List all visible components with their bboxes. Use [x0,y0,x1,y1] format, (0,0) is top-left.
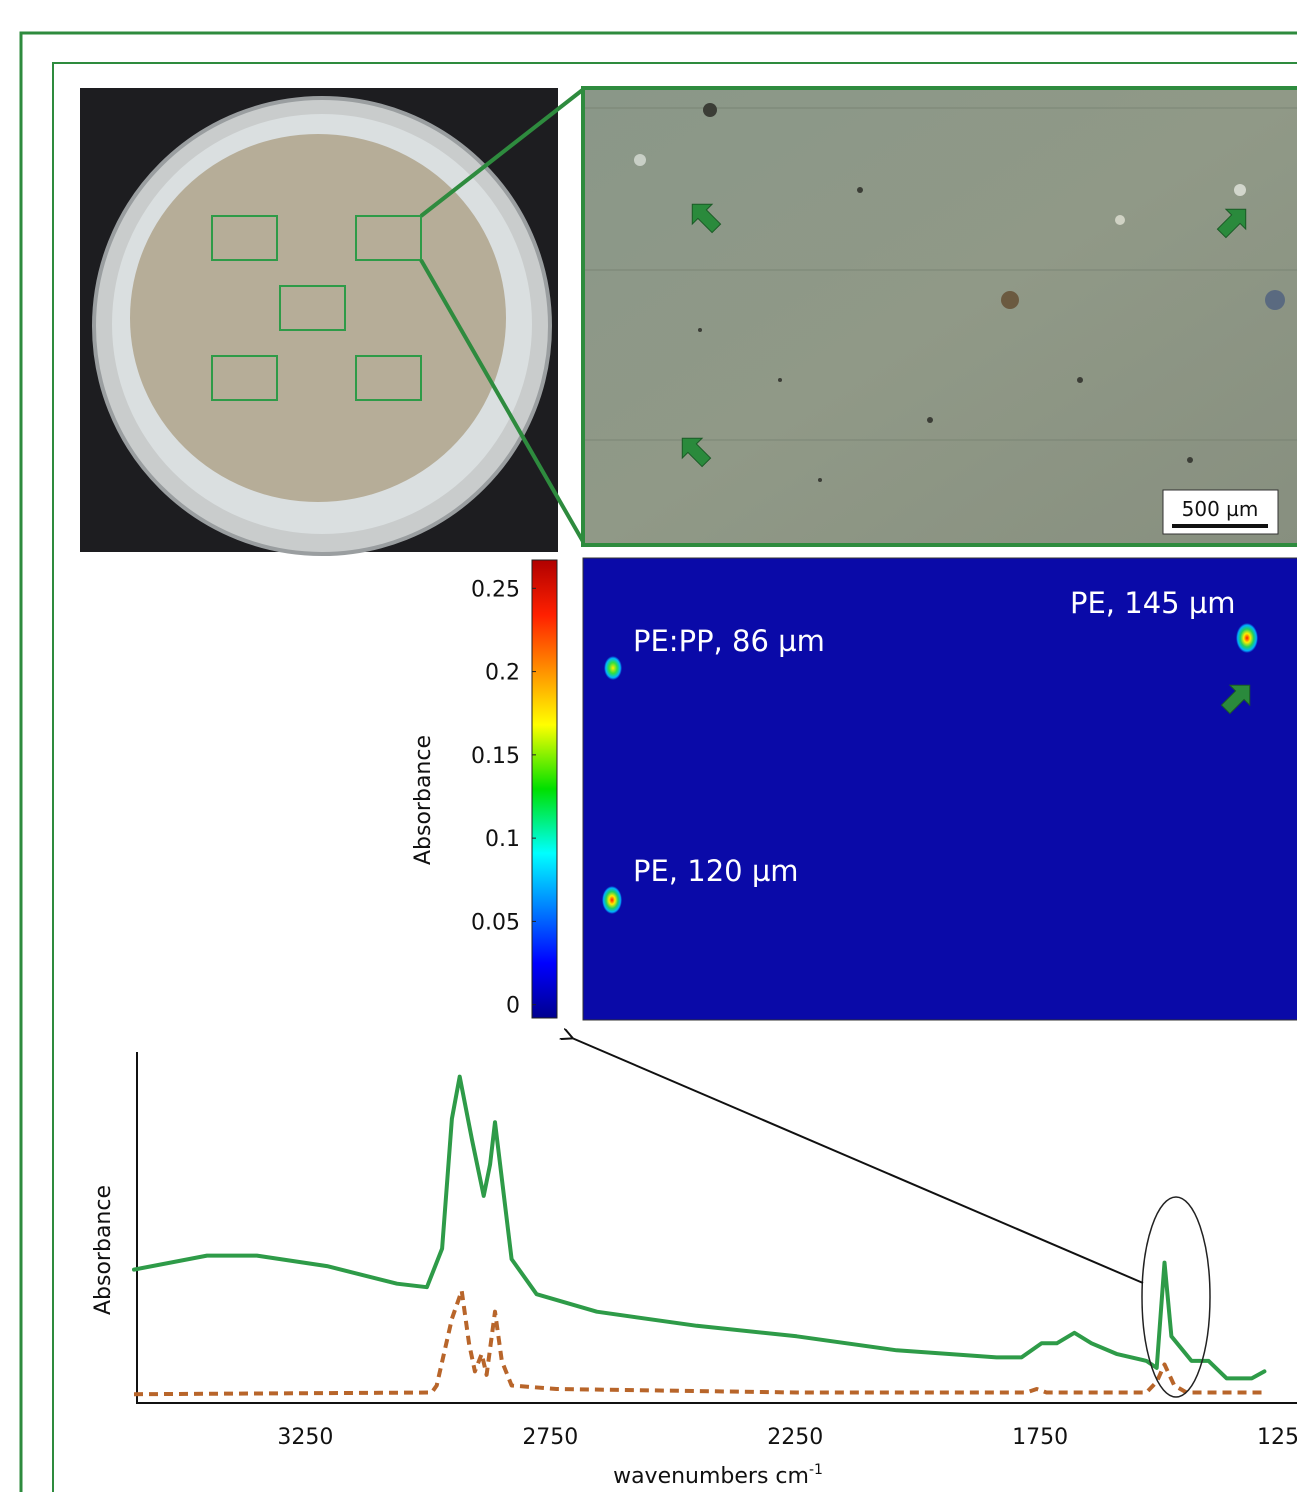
colorbar-tick-label: 0 [506,994,520,1019]
spectrum-plot [134,1077,1264,1395]
magnified-image [583,88,1297,545]
colorbar-tick-label: 0.15 [471,744,520,769]
figure: 500 µm Absorbance PE:PP, 86 µm PE, 145 µ… [0,0,1297,1492]
map-label: PE, 120 µm [633,854,799,888]
x-tick-label: 1750 [1012,1425,1068,1450]
map-label: PE, 145 µm [1070,586,1236,620]
page: 500 µm Absorbance PE:PP, 86 µm PE, 145 µ… [0,0,1297,1492]
dish-sample [130,134,506,502]
x-axis-label: wavenumbers cm-1 [613,1462,823,1489]
colorbar [532,560,557,1018]
colorbar-tick-label: 0.1 [485,827,520,852]
colorbar-tick-label: 0.05 [471,910,520,935]
colorbar-tick-label: 0.2 [485,661,520,686]
pointer-arrow [572,1038,1143,1283]
particle-spot [604,656,622,680]
x-tick-label: 3250 [277,1425,333,1450]
y-axis-label: Absorbance [91,1185,116,1315]
spectrum-line [134,1291,1264,1395]
x-axis-label-sup: -1 [809,1462,823,1478]
x-tick-label: 2250 [767,1425,823,1450]
particle-spot [1236,623,1258,653]
x-tick-label: 1250 [1257,1425,1297,1450]
map-label: PE:PP, 86 µm [633,624,825,658]
peak-highlight [1142,1197,1210,1397]
x-axis-label-main: wavenumbers cm [613,1464,809,1489]
particle-spot [602,886,622,914]
colorbar-tick-label: 0.25 [471,577,520,602]
colorbar-label: Absorbance [411,735,436,865]
scale-bar-label: 500 µm [1182,497,1259,521]
x-tick-label: 2750 [522,1425,578,1450]
spectrum-line [134,1077,1264,1379]
